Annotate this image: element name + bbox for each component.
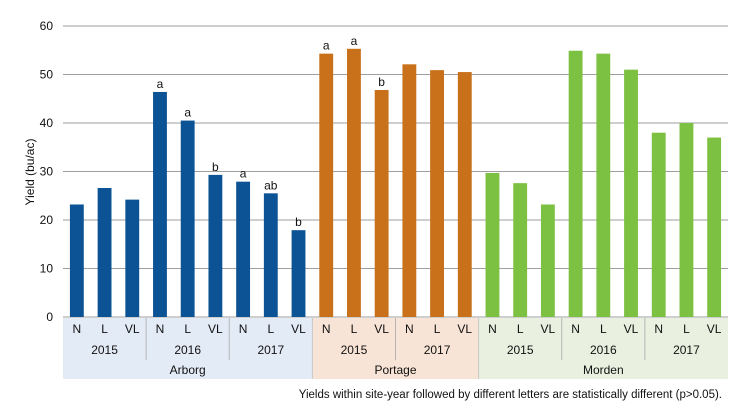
year-label: 2015	[341, 343, 368, 357]
site-label: Arborg	[170, 363, 206, 377]
bar-arborg-2015-l	[97, 187, 112, 317]
treatment-label: L	[600, 322, 607, 336]
year-label: 2016	[174, 343, 201, 357]
bar-morden-2015-vl	[540, 204, 555, 317]
bar-portage-2017-vl	[457, 72, 472, 317]
category-bands	[63, 318, 728, 379]
x-axis-labels: Arborg 2015 N L VL 2016 N L VL 2017 N L VL Portage 201…	[73, 322, 722, 377]
y-axis-label: Yield (bu/ac)	[23, 139, 37, 206]
treatment-label: N	[405, 322, 414, 336]
site-label: Portage	[374, 363, 416, 377]
treatment-label: N	[156, 322, 165, 336]
significance-letter: a	[323, 39, 330, 53]
y-tick-label: 0	[46, 310, 53, 324]
significance-letter: a	[184, 106, 191, 120]
bar-arborg-2017-n	[236, 181, 251, 317]
treatment-label: L	[351, 322, 358, 336]
bar-morden-2016-vl	[624, 69, 638, 318]
significance-letter: ab	[264, 178, 278, 192]
bar-arborg-2015-n	[69, 204, 84, 317]
treatment-label: N	[73, 322, 82, 336]
year-label: 2015	[507, 343, 534, 357]
treatment-label: N	[654, 322, 663, 336]
treatment-label: L	[434, 322, 441, 336]
y-tick-label: 50	[40, 68, 54, 82]
bar-arborg-2016-vl	[208, 174, 223, 317]
treatment-label: N	[488, 322, 497, 336]
treatment-label: VL	[208, 322, 223, 336]
bar-morden-2017-vl	[707, 137, 722, 317]
y-tick-label: 20	[40, 213, 54, 227]
treatment-label: L	[267, 322, 274, 336]
treatment-label: N	[322, 322, 331, 336]
treatment-label: VL	[541, 322, 556, 336]
treatment-label: L	[683, 322, 690, 336]
site-band-morden	[478, 318, 728, 379]
bar-arborg-2015-vl	[125, 199, 140, 317]
bar-arborg-2016-n	[153, 91, 167, 318]
bar-arborg-2017-l	[263, 193, 278, 317]
treatment-label: VL	[291, 322, 306, 336]
significance-letter: a	[351, 34, 358, 48]
significance-letter: a	[157, 77, 164, 91]
year-label: 2017	[424, 343, 451, 357]
bar-morden-2017-l	[679, 123, 694, 317]
treatment-label: N	[571, 322, 580, 336]
bar-portage-2017-n	[402, 64, 417, 317]
y-axis-ticks: 0 10 20 30 40 50 60	[40, 19, 54, 324]
site-label: Morden	[583, 363, 624, 377]
year-label: 2017	[673, 343, 700, 357]
treatment-label: L	[101, 322, 108, 336]
significance-letter: a	[240, 167, 247, 181]
site-band-arborg	[63, 318, 313, 379]
treatment-label: N	[239, 322, 248, 336]
bar-morden-2017-n	[651, 132, 666, 317]
y-tick-label: 30	[40, 165, 54, 179]
year-label: 2017	[257, 343, 284, 357]
gridlines	[63, 25, 728, 318]
bar-morden-2015-n	[485, 172, 500, 317]
treatment-label: L	[184, 322, 191, 336]
treatment-label: L	[517, 322, 524, 336]
bar-morden-2015-l	[513, 183, 528, 317]
y-tick-label: 10	[40, 262, 54, 276]
bar-portage-2015-n	[319, 53, 334, 318]
bar-morden-2016-l	[596, 53, 611, 318]
y-tick-label: 60	[40, 19, 54, 33]
bar-arborg-2016-l	[180, 120, 195, 317]
significance-letter: b	[378, 75, 385, 89]
bar-portage-2015-l	[347, 48, 361, 318]
treatment-label: VL	[125, 322, 140, 336]
year-label: 2015	[91, 343, 118, 357]
treatment-label: VL	[707, 322, 722, 336]
bar-portage-2017-l	[430, 70, 444, 317]
significance-letter: b	[212, 160, 219, 174]
bar-arborg-2017-vl	[291, 230, 306, 317]
treatment-label: VL	[374, 322, 389, 336]
footnote: Yields within site-year followed by diff…	[299, 389, 722, 401]
significance-letter: b	[295, 215, 302, 229]
year-label: 2016	[590, 343, 617, 357]
treatment-label: VL	[624, 322, 639, 336]
bar-portage-2015-vl	[374, 90, 389, 318]
y-tick-label: 40	[40, 116, 54, 130]
bar-morden-2016-n	[568, 50, 583, 318]
treatment-label: VL	[457, 322, 472, 336]
